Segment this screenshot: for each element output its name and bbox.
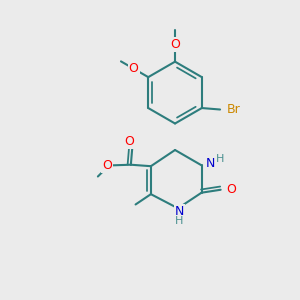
Text: H: H [175,216,184,226]
Text: N: N [206,157,215,170]
Text: H: H [216,154,225,164]
Text: O: O [171,38,181,51]
Text: O: O [129,62,139,75]
Text: O: O [226,183,236,196]
Text: O: O [102,159,112,172]
Text: N: N [175,205,184,218]
Text: O: O [124,135,134,148]
Text: Br: Br [226,103,240,116]
